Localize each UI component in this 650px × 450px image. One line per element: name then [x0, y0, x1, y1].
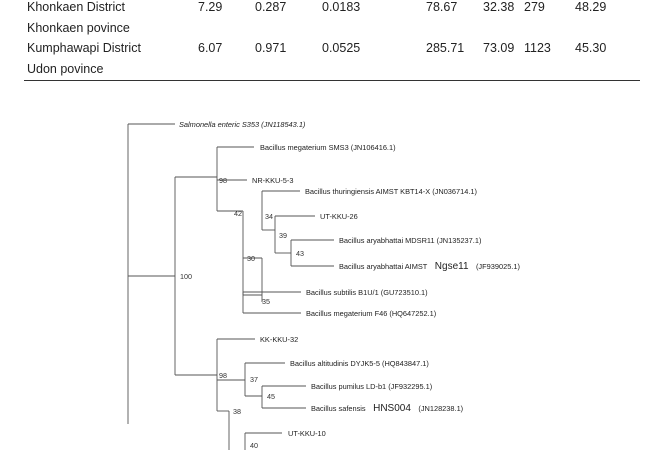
taxon-label: Bacillus thuringiensis AIMST KBT14-X (JN… [305, 187, 477, 196]
table-cell: 7.29 [198, 0, 223, 14]
bootstrap-value: 30 [247, 254, 255, 263]
bootstrap-value: 100 [180, 272, 192, 281]
row-label: Khonkaen povince [27, 21, 130, 35]
data-table-fragment: Khonkaen District 7.29 0.287 0.0183 78.6… [0, 0, 650, 108]
taxon-label-part: Ngse11 [435, 261, 469, 272]
bootstrap-value: 98 [219, 176, 227, 185]
taxon-label: Bacillus subtilis B1U/1 (GU723510.1) [306, 288, 428, 297]
taxon-labels: Salmonella enteric S353 (JN118543.1) Bac… [179, 120, 520, 438]
table-cell: 1123 [524, 41, 551, 55]
taxon-label: Bacillus megaterium SMS3 (JN106416.1) [260, 143, 396, 152]
bootstrap-value: 45 [267, 392, 275, 401]
taxon-label: Bacillus altitudinis DYJK5-5 (HQ843847.1… [290, 359, 429, 368]
taxon-label-part: (JN128238.1) [418, 404, 463, 413]
table-cell: 32.38 [483, 0, 515, 14]
taxon-label: UT-KKU-10 [288, 429, 326, 438]
table-cell: 0.0525 [322, 41, 361, 55]
bootstrap-value: 39 [279, 231, 287, 240]
taxon-label: Salmonella enteric S353 (JN118543.1) [179, 120, 306, 129]
table-bottom-rule [24, 80, 640, 81]
bootstrap-value: 35 [262, 297, 270, 306]
bootstrap-value: 34 [265, 212, 273, 221]
bootstrap-value: 43 [296, 249, 304, 258]
bootstrap-value: 98 [219, 371, 227, 380]
taxon-label: Bacillus aryabhattai MDSR11 (JN135237.1) [339, 236, 481, 245]
taxon-label-part: (JF939025.1) [476, 262, 520, 271]
table-cell: 78.67 [426, 0, 458, 14]
table-row: Udon povince [0, 62, 650, 82]
table-cell: 45.30 [575, 41, 607, 55]
taxon-label: NR-KKU-5-3 [252, 176, 293, 185]
table-cell: 73.09 [483, 41, 515, 55]
table-cell: 0.971 [255, 41, 287, 55]
bootstrap-value: 42 [234, 209, 242, 218]
bootstrap-value: 37 [250, 375, 258, 384]
bootstrap-value: 38 [233, 407, 241, 416]
taxon-label-part: Bacillus aryabhattai AIMST [339, 262, 428, 271]
row-label: Udon povince [27, 62, 104, 76]
bootstrap-value: 40 [250, 441, 258, 450]
taxon-label: KK-KKU-32 [260, 335, 298, 344]
table-cell: 6.07 [198, 41, 223, 55]
taxon-label: Bacillus pumilus LD-b1 (JF932295.1) [311, 382, 432, 391]
table-cell: 285.71 [426, 41, 465, 55]
table-row: Khonkaen District 7.29 0.287 0.0183 78.6… [0, 0, 650, 20]
taxon-label: UT-KKU-26 [320, 212, 358, 221]
phylogenetic-tree: Salmonella enteric S353 (JN118543.1) Bac… [127, 120, 520, 450]
table-cell: 0.287 [255, 0, 287, 14]
table-row: Kumphawapi District 6.07 0.971 0.0525 28… [0, 41, 650, 61]
bootstrap-values: 100 98 42 34 39 43 30 35 98 37 45 38 40 [180, 176, 304, 450]
taxon-label: Bacillus aryabhattai AIMST Ngse11 (JF939… [339, 256, 520, 273]
taxon-label: Bacillus safensis HNS004 (JN128238.1) [311, 398, 463, 415]
taxon-label: Bacillus megaterium F46 (HQ647252.1) [306, 309, 436, 318]
table-cell: 48.29 [575, 0, 607, 14]
tree-branches [127, 123, 334, 450]
table-cell: 279 [524, 0, 545, 14]
table-cell: 0.0183 [322, 0, 361, 14]
row-label: Kumphawapi District [27, 41, 141, 55]
taxon-label-part: HNS004 [373, 403, 411, 414]
table-row: Khonkaen povince [0, 21, 650, 41]
row-label: Khonkaen District [27, 0, 125, 14]
taxon-label-part: Bacillus safensis [311, 404, 366, 413]
